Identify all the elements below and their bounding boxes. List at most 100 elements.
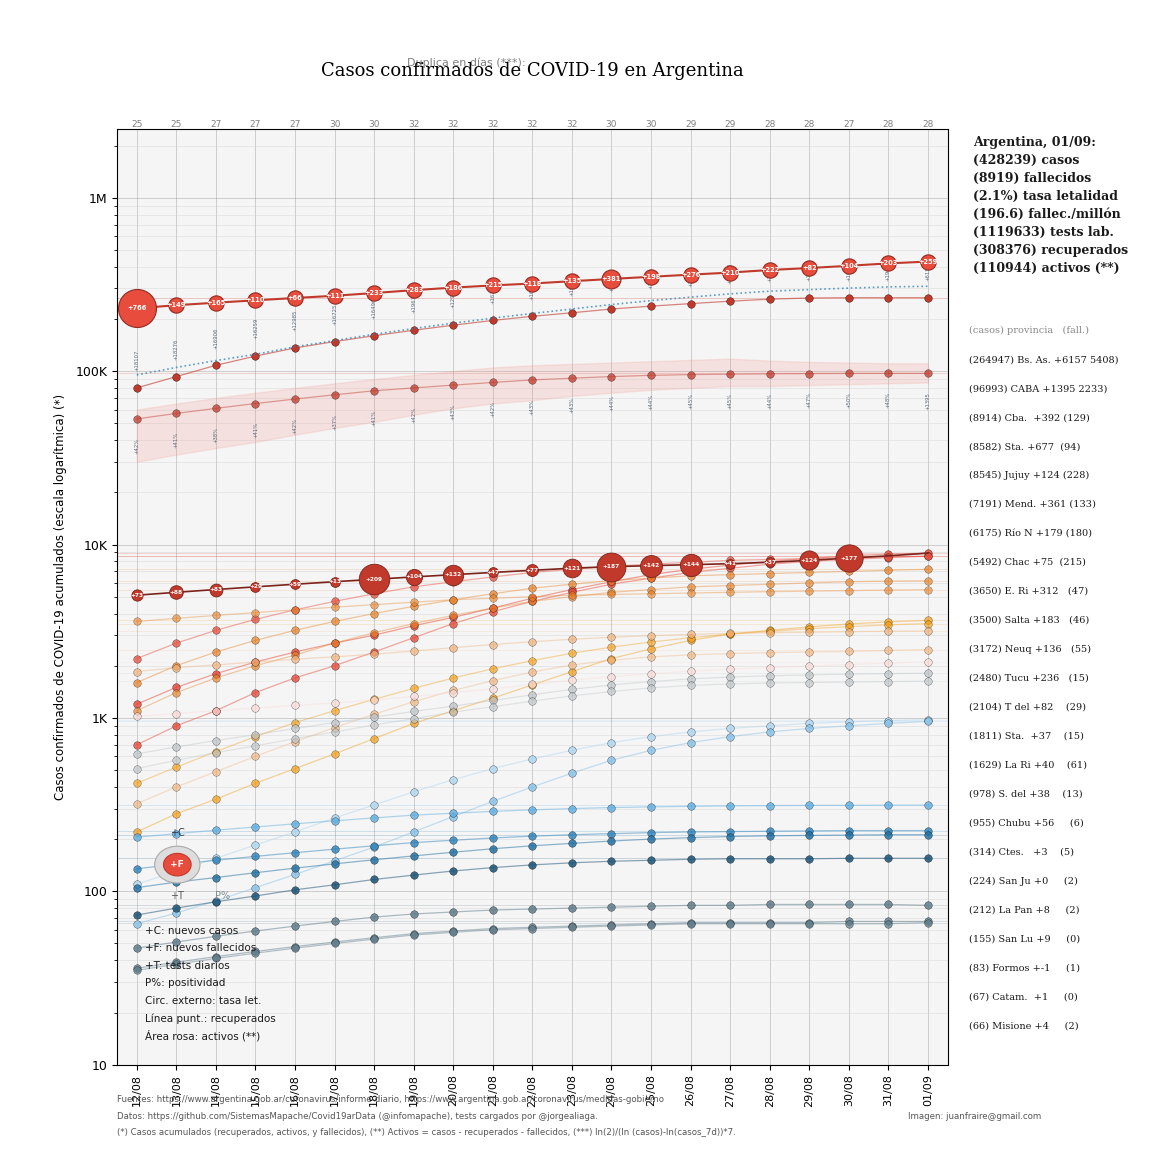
Text: Imagen: juanfraire@gmail.com: Imagen: juanfraire@gmail.com [908, 1112, 1041, 1121]
Text: (155) San Lu +9     (0): (155) San Lu +9 (0) [970, 935, 1081, 943]
Text: 27: 27 [249, 119, 261, 129]
Text: (2104) T del +82    (29): (2104) T del +82 (29) [970, 703, 1087, 711]
Text: Datos: https://github.com/SistemasMapache/Covid19arData (@infomapache), tests ca: Datos: https://github.com/SistemasMapach… [117, 1112, 598, 1121]
Text: Área rosa: activos (**): Área rosa: activos (**) [145, 1031, 260, 1042]
Text: (264947) Bs. As. +6157 5408): (264947) Bs. As. +6157 5408) [970, 356, 1119, 364]
Text: Argentina, 01/09:
(428239) casos
(8919) fallecidos
(2.1%) tasa letalidad
(196.6): Argentina, 01/09: (428239) casos (8919) … [973, 136, 1128, 275]
Text: 27: 27 [211, 119, 221, 129]
Text: 32: 32 [408, 119, 419, 129]
Text: (66) Misione +4     (2): (66) Misione +4 (2) [970, 1021, 1079, 1031]
Text: +44%: +44% [648, 394, 654, 411]
Text: 30: 30 [369, 119, 380, 129]
Text: +50%: +50% [846, 392, 852, 408]
Text: 32: 32 [526, 119, 538, 129]
Text: 30: 30 [606, 119, 618, 129]
Circle shape [164, 853, 191, 876]
Text: +766: +766 [128, 305, 146, 311]
Text: +C: +C [170, 828, 185, 838]
Text: 32: 32 [566, 119, 578, 129]
Text: 27: 27 [289, 119, 301, 129]
Text: +233: +233 [364, 290, 384, 296]
Text: (955) Chubu +56     (6): (955) Chubu +56 (6) [970, 819, 1085, 827]
Text: +42%: +42% [490, 401, 495, 418]
Text: +19612: +19612 [411, 292, 417, 314]
Text: +1395: +1395 [925, 392, 930, 410]
Text: +43%: +43% [570, 397, 574, 413]
Text: +16496: +16496 [530, 278, 535, 300]
Text: +41: +41 [723, 562, 737, 566]
Text: +T: tests diarios: +T: tests diarios [145, 961, 229, 971]
Text: (96993) CABA +1395 2233): (96993) CABA +1395 2233) [970, 384, 1108, 393]
Text: +222: +222 [760, 267, 779, 273]
Text: +88: +88 [170, 590, 183, 594]
Text: 32: 32 [448, 119, 459, 129]
Text: +41%: +41% [253, 422, 257, 439]
Text: (314) Ctes.   +3    (5): (314) Ctes. +3 (5) [970, 847, 1074, 856]
Text: +12379: +12379 [608, 271, 614, 292]
Text: +104: +104 [839, 263, 859, 269]
Text: +18913: +18913 [807, 260, 812, 281]
Text: 30: 30 [329, 119, 340, 129]
Text: +124: +124 [800, 558, 818, 563]
Text: +45%: +45% [688, 393, 693, 409]
Text: (7191) Mend. +361 (133): (7191) Mend. +361 (133) [970, 500, 1096, 509]
Text: +283: +283 [404, 287, 424, 294]
Text: +42%: +42% [135, 438, 139, 454]
Text: (83) Formos +-1     (1): (83) Formos +-1 (1) [970, 963, 1080, 972]
Title: Casos confirmados de COVID-19 en Argentina: Casos confirmados de COVID-19 en Argenti… [321, 62, 744, 80]
Text: P%: positividad: P%: positividad [145, 978, 225, 989]
Text: +13: +13 [328, 579, 342, 584]
Text: +C: nuevos casos: +C: nuevos casos [145, 927, 238, 936]
Text: +381: +381 [601, 276, 621, 282]
Text: 30: 30 [646, 119, 656, 129]
Text: 28: 28 [922, 119, 934, 129]
Text: +38%: +38% [213, 427, 219, 443]
Text: 29: 29 [724, 119, 736, 129]
Text: +73: +73 [130, 593, 144, 598]
Text: 29: 29 [684, 119, 696, 129]
Text: +16259: +16259 [253, 318, 257, 339]
Text: +T: +T [171, 892, 184, 901]
Text: 32: 32 [487, 119, 498, 129]
Text: +43%: +43% [530, 399, 535, 414]
Text: 28: 28 [804, 119, 815, 129]
Text: (3500) Salta +183   (46): (3500) Salta +183 (46) [970, 615, 1089, 625]
Text: +19612: +19612 [570, 275, 574, 296]
Text: (1629) La Ri +40    (61): (1629) La Ri +40 (61) [970, 760, 1087, 770]
Text: +18107: +18107 [135, 350, 139, 371]
Text: (978) S. del +38    (13): (978) S. del +38 (13) [970, 790, 1083, 799]
Y-axis label: Casos confirmados de COVID-19 acumulados (escala logarítmica) (*): Casos confirmados de COVID-19 acumulados… [54, 393, 67, 800]
Text: Fuentes: https://www.argentina.gob.ar/coronavirus/informe-diario, https://www.ar: Fuentes: https://www.argentina.gob.ar/co… [117, 1095, 665, 1104]
Text: +135: +135 [563, 278, 581, 284]
Text: +16725: +16725 [490, 282, 495, 304]
Text: +121: +121 [563, 566, 580, 571]
Text: +12985: +12985 [292, 310, 297, 331]
Text: +210: +210 [721, 269, 739, 276]
Text: Duplica en días (***):: Duplica en días (***): [407, 57, 525, 68]
Text: 27: 27 [844, 119, 854, 129]
Text: 28: 28 [764, 119, 776, 129]
Text: +203: +203 [879, 261, 899, 267]
Text: 25: 25 [131, 119, 143, 129]
Text: +F: +F [171, 860, 184, 869]
Text: +177: +177 [840, 556, 858, 560]
Text: +215: +215 [483, 282, 502, 289]
Text: +111: +111 [325, 292, 344, 298]
Text: (212) La Pan +8     (2): (212) La Pan +8 (2) [970, 906, 1080, 915]
Text: +59: +59 [289, 581, 302, 586]
Text: +42%: +42% [292, 418, 297, 434]
Text: +42%: +42% [411, 407, 417, 422]
Text: +259: +259 [918, 259, 937, 264]
Text: +209: +209 [365, 577, 383, 581]
Text: +41%: +41% [372, 410, 377, 426]
Text: +82: +82 [801, 266, 817, 271]
Text: +48%: +48% [886, 392, 890, 408]
Text: +83: +83 [209, 587, 222, 592]
Text: 25: 25 [171, 119, 183, 129]
Text: +37%: +37% [332, 413, 337, 429]
Text: (8545) Jujuy +124 (228): (8545) Jujuy +124 (228) [970, 472, 1089, 480]
Text: +6157: +6157 [925, 263, 930, 281]
Text: (67) Catam.  +1     (0): (67) Catam. +1 (0) [970, 992, 1079, 1002]
Text: +18276: +18276 [174, 338, 179, 359]
Text: +118: +118 [523, 281, 542, 287]
